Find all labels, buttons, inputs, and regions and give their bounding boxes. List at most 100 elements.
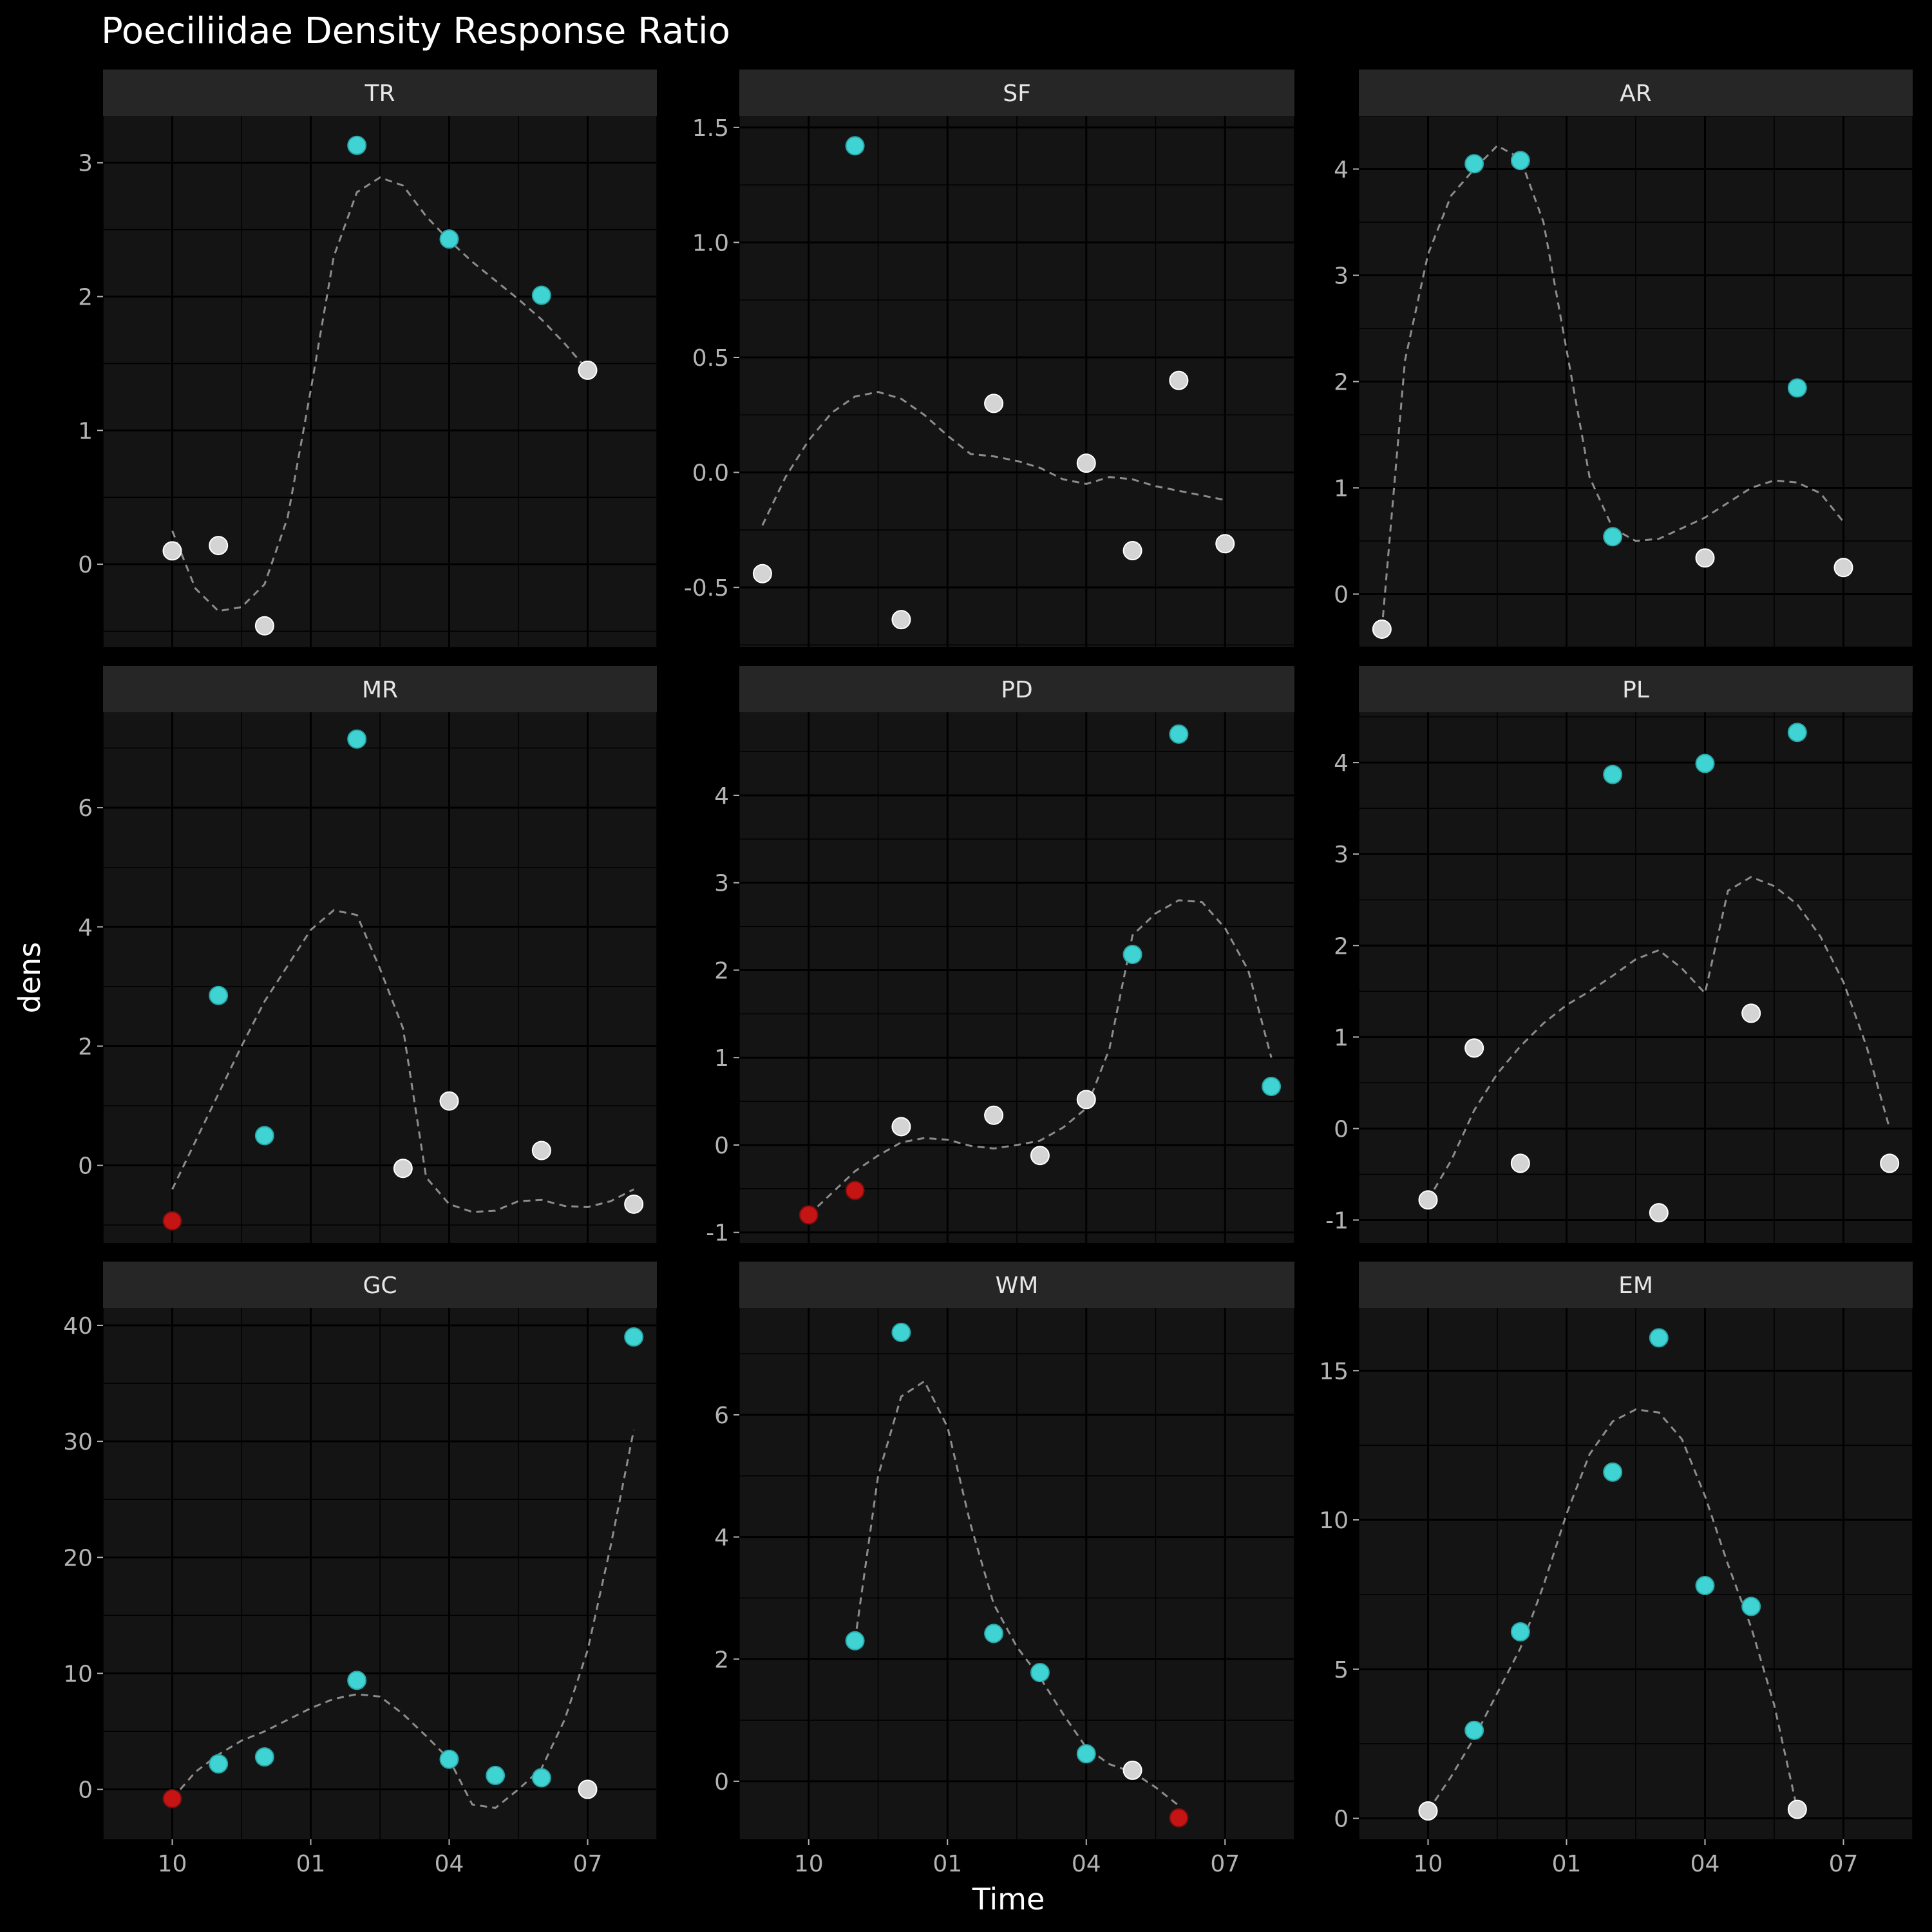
gridlines-wm — [739, 1308, 1294, 1839]
strip-pd — [739, 666, 1294, 712]
y-tick-label: 1 — [1334, 1025, 1349, 1051]
x-tick-label: 07 — [1829, 1851, 1859, 1877]
y-tick-label: 1.0 — [692, 230, 729, 256]
x-tick-label: 01 — [1552, 1851, 1582, 1877]
data-point-tr — [439, 229, 459, 249]
panel-em: EM 0 5 10 15 10 01 04 07 — [1319, 1262, 1913, 1877]
data-point-ar — [1372, 619, 1392, 639]
data-point-wm — [1122, 1760, 1142, 1780]
y-tick-label: 0 — [78, 1777, 93, 1804]
data-point-em — [1464, 1720, 1484, 1740]
facet-panels: TR0123SF-0.50.00.51.01.5AR01234MR0246PD-… — [63, 70, 1913, 1877]
data-point-ar — [1510, 151, 1530, 171]
y-axis-title: dens — [12, 942, 47, 1014]
data-point-em — [1787, 1799, 1807, 1819]
y-tick-label: 1 — [1334, 476, 1349, 502]
gridlines-em — [1359, 1308, 1913, 1839]
panel-pl: PL -1 0 1 2 3 4 — [1325, 666, 1913, 1243]
data-point-pl — [1787, 723, 1807, 743]
strip-label-mr: MR — [362, 677, 398, 703]
data-point-mr — [347, 729, 367, 749]
data-point-mr — [624, 1194, 644, 1214]
data-point-sf — [1215, 534, 1235, 554]
x-tick-label: 10 — [158, 1851, 187, 1877]
data-point-em — [1418, 1801, 1438, 1821]
y-tick-label: 4 — [714, 783, 729, 810]
smooth-line-pd — [808, 899, 1273, 1216]
data-point-wm — [1169, 1808, 1189, 1828]
y-tick-label: 6 — [78, 795, 93, 822]
gridlines-mr — [103, 712, 657, 1243]
data-point-mr — [254, 1126, 274, 1146]
data-point-sf — [984, 393, 1004, 413]
panel-mr: MR 0 2 4 6 — [78, 666, 657, 1243]
data-point-ar — [1695, 548, 1715, 568]
data-point-mr — [439, 1091, 459, 1111]
data-point-mr — [209, 985, 229, 1005]
strip-em — [1359, 1262, 1913, 1308]
y-tick-label: 1 — [714, 1045, 729, 1072]
data-point-pd — [984, 1105, 1004, 1125]
y-tick-label: 0 — [714, 1133, 729, 1159]
data-point-pl — [1603, 764, 1623, 784]
data-point-mr — [393, 1159, 413, 1179]
x-tick-label: 10 — [794, 1851, 824, 1877]
smooth-line-pl — [1427, 876, 1891, 1200]
data-point-em — [1695, 1576, 1715, 1596]
y-tick-label: -1 — [706, 1220, 729, 1247]
y-tick-label: 2 — [714, 958, 729, 984]
data-point-sf — [845, 136, 865, 156]
x-axis-title: Time — [972, 1882, 1045, 1917]
strip-label-gc: GC — [363, 1273, 397, 1299]
y-tick-label: 0 — [1334, 1116, 1349, 1142]
data-point-ar — [1603, 527, 1623, 547]
y-tick-label: 0 — [714, 1769, 729, 1795]
data-point-pd — [1262, 1077, 1282, 1097]
strip-label-em: EM — [1618, 1273, 1653, 1299]
y-tick-label: 0.0 — [692, 460, 729, 487]
x-tick-label: 07 — [573, 1851, 603, 1877]
data-point-em — [1510, 1622, 1530, 1642]
y-tick-label: 2 — [1334, 933, 1349, 960]
data-point-gc — [439, 1749, 459, 1769]
gridlines-pl — [1359, 712, 1913, 1243]
data-point-tr — [162, 541, 182, 561]
data-point-em — [1603, 1462, 1623, 1482]
data-point-ar — [1833, 558, 1853, 578]
strip-label-wm: WM — [996, 1273, 1039, 1299]
data-point-gc — [531, 1768, 551, 1788]
y-tick-label: 1.5 — [692, 115, 729, 142]
strip-label-sf: SF — [1003, 80, 1031, 107]
data-point-ar — [1787, 378, 1807, 398]
data-point-pd — [845, 1180, 865, 1200]
chart-title: Poeciliidae Density Response Ratio — [101, 10, 730, 52]
data-point-pl — [1695, 753, 1715, 773]
strip-tr — [103, 70, 657, 116]
strip-label-pd: PD — [1001, 677, 1032, 703]
y-tick-label: 0 — [1334, 582, 1349, 609]
x-tick-label: 01 — [933, 1851, 962, 1877]
y-tick-label: 2 — [78, 285, 93, 311]
y-tick-label: 5 — [1334, 1657, 1349, 1683]
data-point-pl — [1649, 1203, 1669, 1223]
data-point-pd — [799, 1205, 819, 1225]
data-point-pl — [1741, 1003, 1761, 1023]
gridlines-sf — [739, 116, 1294, 647]
data-point-tr — [347, 135, 367, 155]
y-tick-label: 10 — [1319, 1508, 1349, 1534]
y-tick-label: 3 — [1334, 263, 1349, 290]
panel-wm: WM 0 2 4 6 10 01 04 07 — [714, 1262, 1294, 1877]
strip-sf — [739, 70, 1294, 116]
y-tick-label: 4 — [1334, 157, 1349, 184]
strip-gc — [103, 1262, 657, 1308]
y-tick-label: -1 — [1325, 1208, 1349, 1234]
smooth-line-mr — [171, 909, 634, 1213]
strip-mr — [103, 666, 657, 712]
data-point-mr — [162, 1211, 182, 1231]
y-tick-label: 0 — [78, 1153, 93, 1180]
y-tick-label: 15 — [1319, 1358, 1349, 1385]
x-tick-label: 01 — [296, 1851, 326, 1877]
strip-ar — [1359, 70, 1913, 116]
data-point-pl — [1464, 1038, 1484, 1058]
